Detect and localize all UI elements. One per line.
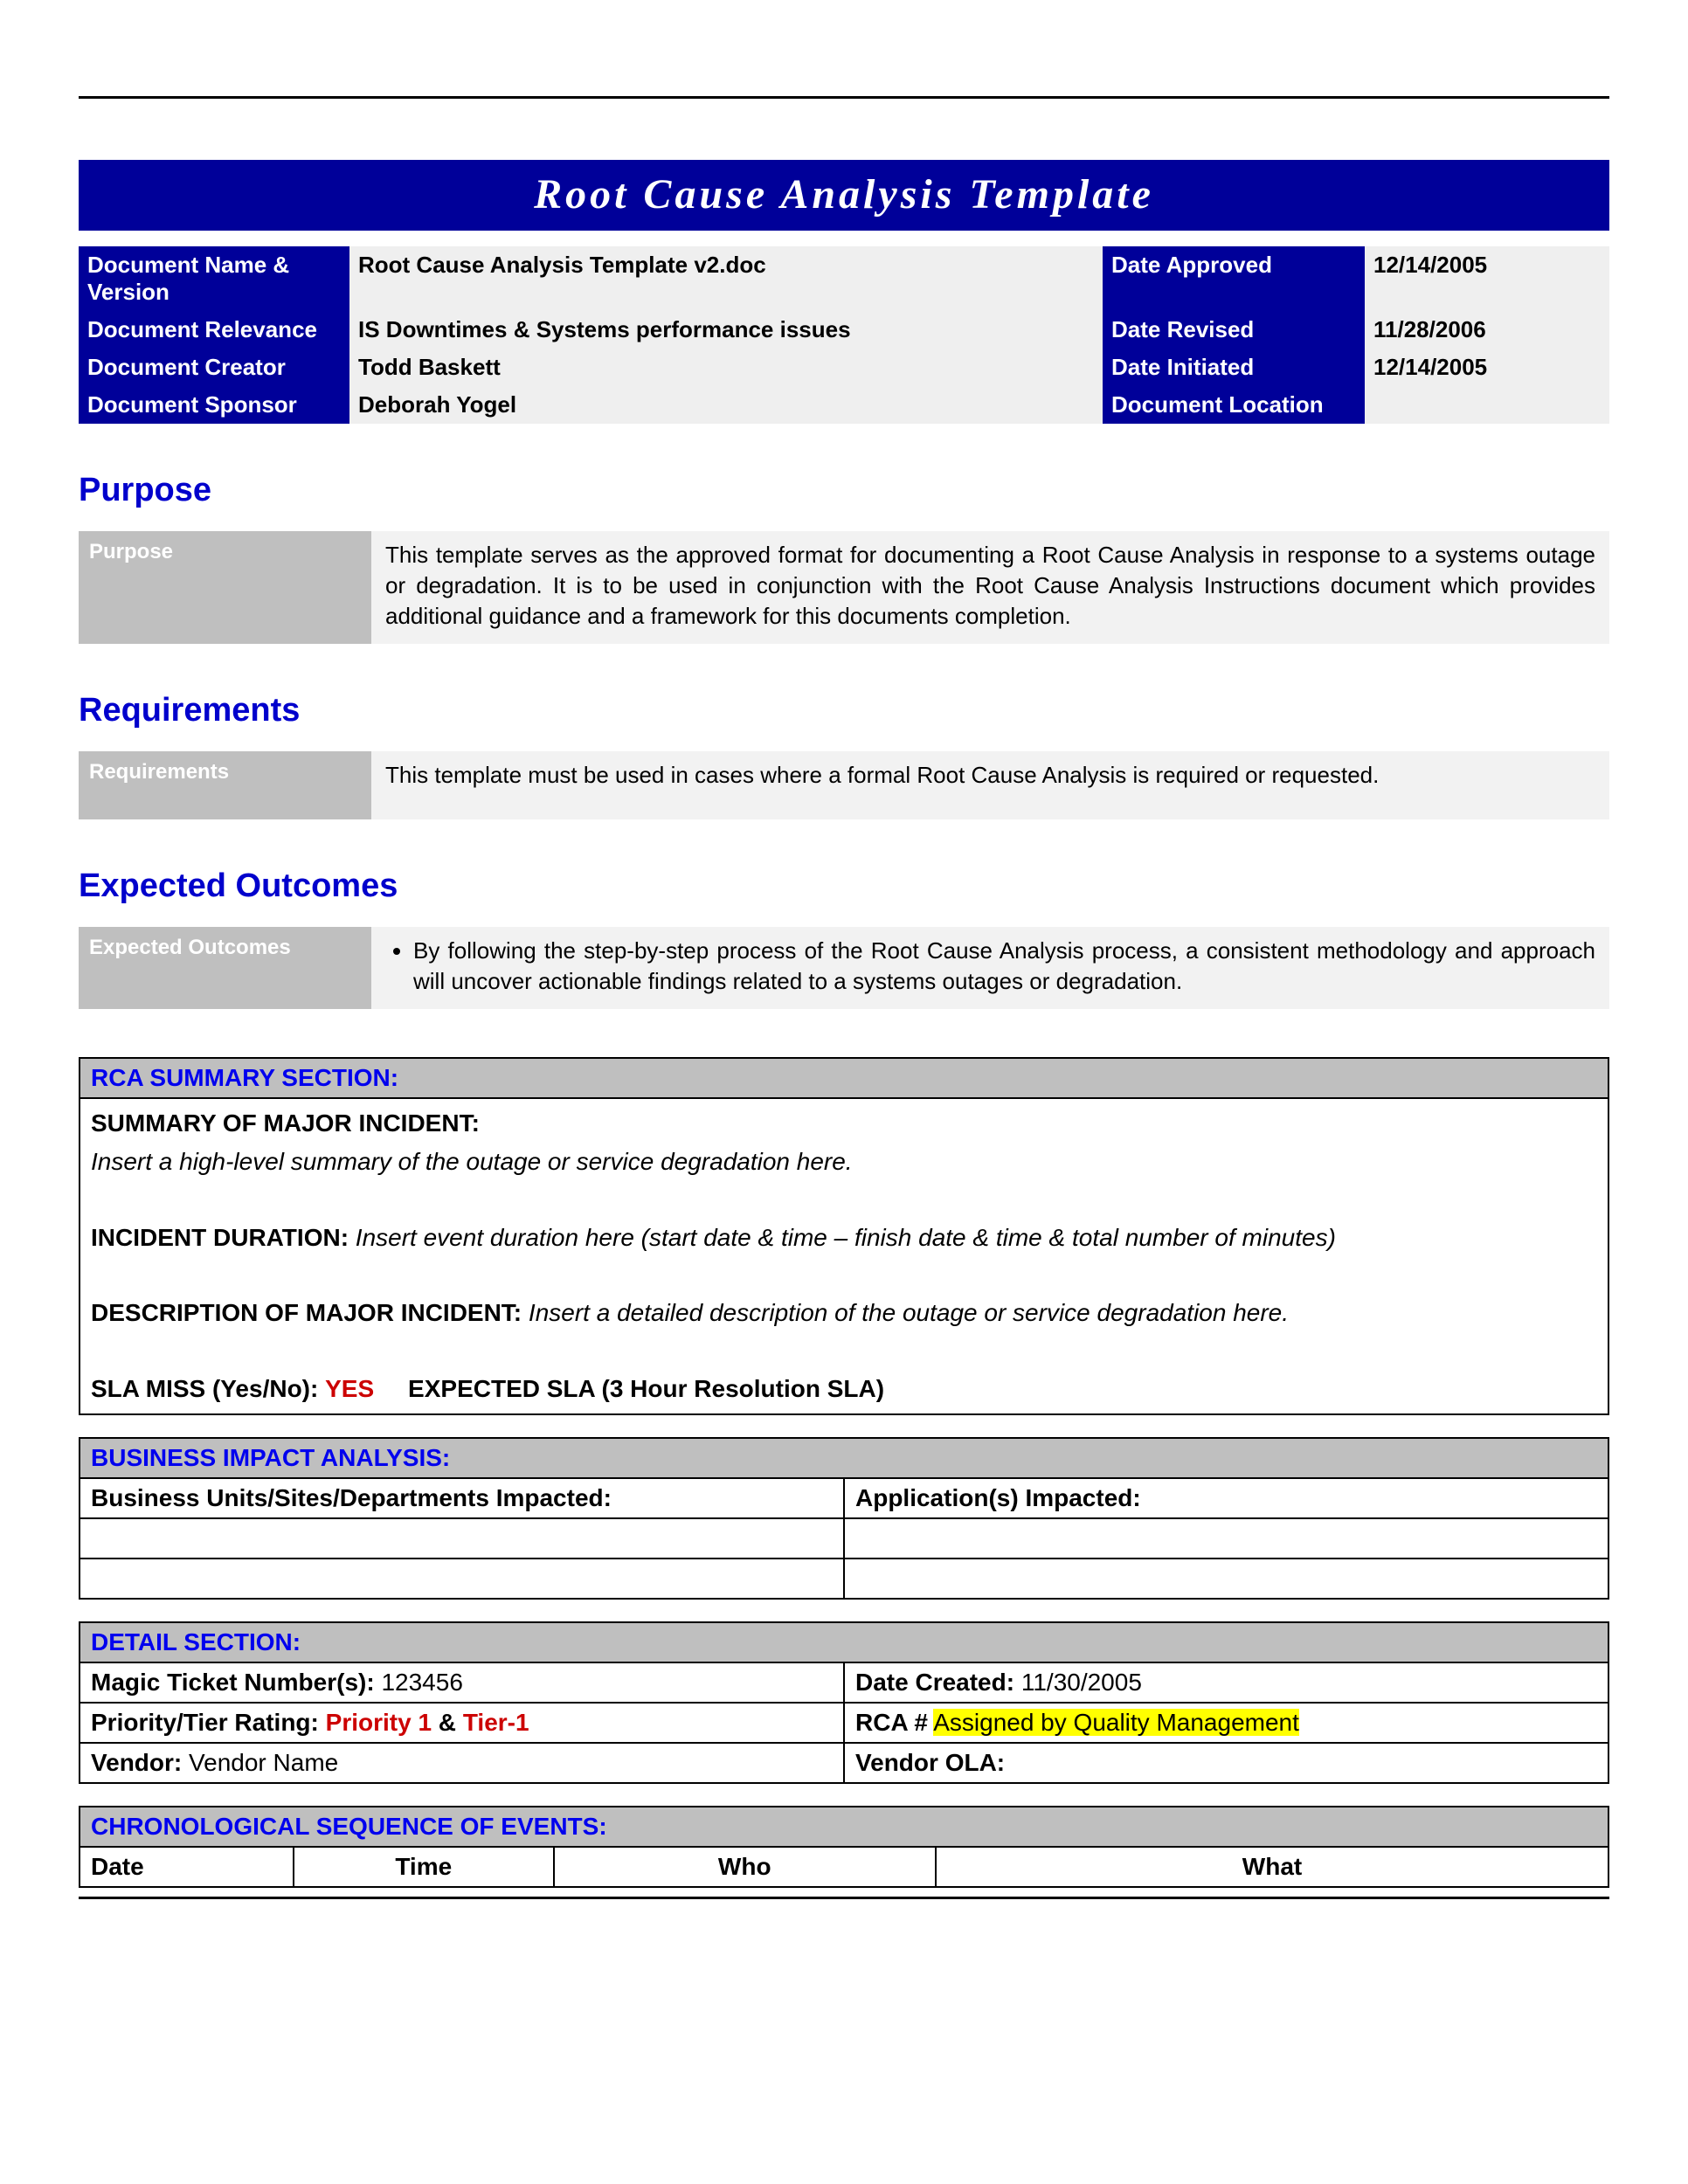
meta-value-date-initiated: 12/14/2005 (1365, 349, 1609, 386)
detail-section-table: DETAIL SECTION: Magic Ticket Number(s): … (79, 1621, 1609, 1784)
detail-magic-ticket: Magic Ticket Number(s): 123456 (80, 1662, 844, 1703)
date-created-value: 11/30/2005 (1021, 1669, 1142, 1696)
bia-cell-units (80, 1518, 844, 1559)
meta-label-doc-location: Document Location (1103, 386, 1365, 424)
detail-rca-number: RCA # Assigned by Quality Management (844, 1703, 1608, 1743)
meta-row: Document Sponsor Deborah Yogel Document … (79, 386, 1609, 424)
meta-row: Document Relevance IS Downtimes & System… (79, 311, 1609, 349)
priority-value-2: Tier-1 (463, 1709, 529, 1736)
detail-vendor: Vendor: Vendor Name (80, 1743, 844, 1783)
expected-outcomes-heading: Expected Outcomes (79, 867, 1609, 905)
expected-sla-label: EXPECTED SLA (3 Hour Resolution SLA) (408, 1375, 884, 1402)
date-created-label: Date Created: (855, 1669, 1014, 1696)
priority-label: Priority/Tier Rating: (91, 1709, 319, 1736)
priority-value-1: Priority 1 (326, 1709, 432, 1736)
sla-miss-label: SLA MISS (Yes/No): (91, 1375, 318, 1402)
meta-row: Document Name & Version Root Cause Analy… (79, 246, 1609, 311)
meta-value-relevance: IS Downtimes & Systems performance issue… (349, 311, 1103, 349)
document-metadata-table: Document Name & Version Root Cause Analy… (79, 246, 1609, 424)
requirements-body: This template must be used in cases wher… (371, 751, 1609, 819)
rca-summary-body: SUMMARY OF MAJOR INCIDENT: Insert a high… (80, 1098, 1608, 1413)
bia-header: BUSINESS IMPACT ANALYSIS: (80, 1438, 1608, 1478)
priority-amp: & (432, 1709, 463, 1736)
meta-label-creator: Document Creator (79, 349, 349, 386)
bia-row (80, 1559, 1608, 1599)
expected-outcomes-body: By following the step-by-step process of… (371, 927, 1609, 1009)
requirements-block: Requirements This template must be used … (79, 751, 1609, 819)
purpose-label: Purpose (79, 531, 371, 644)
description-incident-label: DESCRIPTION OF MAJOR INCIDENT: (91, 1299, 522, 1326)
requirements-heading: Requirements (79, 692, 1609, 729)
chrono-columns-row: Date Time Who What (80, 1847, 1608, 1887)
bia-cell-apps (844, 1559, 1608, 1599)
detail-priority: Priority/Tier Rating: Priority 1 & Tier-… (80, 1703, 844, 1743)
bia-cell-units (80, 1559, 844, 1599)
detail-date-created: Date Created: 11/30/2005 (844, 1662, 1608, 1703)
chrono-col-who: Who (554, 1847, 937, 1887)
chrono-col-date: Date (80, 1847, 294, 1887)
bia-col-apps: Application(s) Impacted: (844, 1478, 1608, 1518)
rca-number-label: RCA # (855, 1709, 928, 1736)
requirements-label: Requirements (79, 751, 371, 819)
meta-label-date-approved: Date Approved (1103, 246, 1365, 311)
purpose-block: Purpose This template serves as the appr… (79, 531, 1609, 644)
incident-duration-label: INCIDENT DURATION: (91, 1224, 349, 1251)
business-impact-table: BUSINESS IMPACT ANALYSIS: Business Units… (79, 1437, 1609, 1600)
meta-value-date-revised: 11/28/2006 (1365, 311, 1609, 349)
chrono-col-time: Time (294, 1847, 554, 1887)
rca-summary-table: RCA SUMMARY SECTION: SUMMARY OF MAJOR IN… (79, 1057, 1609, 1414)
meta-value-doc-location (1365, 386, 1609, 424)
top-rule (79, 96, 1609, 99)
rca-summary-header: RCA SUMMARY SECTION: (80, 1058, 1608, 1098)
meta-value-doc-name: Root Cause Analysis Template v2.doc (349, 246, 1103, 311)
summary-incident-value: Insert a high-level summary of the outag… (91, 1148, 853, 1175)
bia-col-units: Business Units/Sites/Departments Impacte… (80, 1478, 844, 1518)
expected-outcomes-block: Expected Outcomes By following the step-… (79, 927, 1609, 1009)
chronological-events-table: CHRONOLOGICAL SEQUENCE OF EVENTS: Date T… (79, 1806, 1609, 1888)
meta-label-doc-name: Document Name & Version (79, 246, 349, 311)
bottom-rule (79, 1897, 1609, 1899)
meta-label-date-revised: Date Revised (1103, 311, 1365, 349)
rca-number-value: Assigned by Quality Management (933, 1709, 1299, 1736)
chrono-col-what: What (936, 1847, 1608, 1887)
meta-row: Document Creator Todd Baskett Date Initi… (79, 349, 1609, 386)
meta-value-date-approved: 12/14/2005 (1365, 246, 1609, 311)
bia-row (80, 1518, 1608, 1559)
meta-label-date-initiated: Date Initiated (1103, 349, 1365, 386)
sla-miss-value: YES (325, 1375, 374, 1402)
magic-ticket-label: Magic Ticket Number(s): (91, 1669, 375, 1696)
vendor-value: Vendor Name (189, 1749, 338, 1776)
incident-duration-value: Insert event duration here (start date &… (356, 1224, 1336, 1251)
expected-outcomes-label: Expected Outcomes (79, 927, 371, 1009)
detail-header: DETAIL SECTION: (80, 1622, 1608, 1662)
meta-label-sponsor: Document Sponsor (79, 386, 349, 424)
detail-vendor-ola: Vendor OLA: (844, 1743, 1608, 1783)
expected-outcomes-bullet: By following the step-by-step process of… (413, 936, 1595, 997)
meta-label-relevance: Document Relevance (79, 311, 349, 349)
chrono-header: CHRONOLOGICAL SEQUENCE OF EVENTS: (80, 1807, 1608, 1847)
vendor-ola-label: Vendor OLA: (855, 1749, 1005, 1776)
summary-incident-label: SUMMARY OF MAJOR INCIDENT: (91, 1109, 480, 1137)
description-incident-value: Insert a detailed description of the out… (529, 1299, 1289, 1326)
purpose-body: This template serves as the approved for… (371, 531, 1609, 644)
meta-value-creator: Todd Baskett (349, 349, 1103, 386)
purpose-heading: Purpose (79, 472, 1609, 509)
meta-value-sponsor: Deborah Yogel (349, 386, 1103, 424)
vendor-label: Vendor: (91, 1749, 182, 1776)
document-title-banner: Root Cause Analysis Template (79, 160, 1609, 231)
magic-ticket-value: 123456 (381, 1669, 462, 1696)
bia-cell-apps (844, 1518, 1608, 1559)
